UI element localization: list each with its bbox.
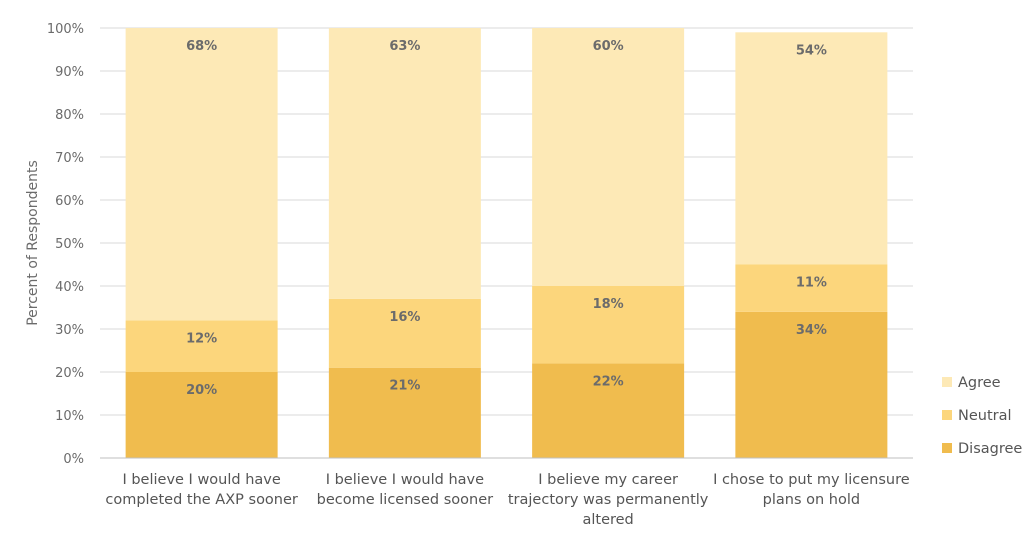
- bar-segment-agree: [532, 28, 685, 286]
- x-category-label: I believe I would have: [326, 472, 484, 488]
- y-tick-label: 0%: [63, 452, 84, 467]
- x-category-label: plans on hold: [763, 492, 860, 508]
- data-label: 12%: [186, 331, 217, 346]
- y-axis-title: Percent of Respondents: [25, 160, 41, 326]
- x-category-label: become licensed sooner: [317, 492, 493, 508]
- legend-label-agree: Agree: [958, 375, 1001, 391]
- bar-segment-agree: [125, 28, 278, 321]
- y-tick-label: 90%: [55, 65, 84, 80]
- x-category-label: I believe my career: [538, 472, 678, 488]
- x-category-label: trajectory was permanently: [508, 492, 709, 508]
- x-category-label: I believe I would have: [122, 472, 280, 488]
- data-label: 18%: [593, 297, 624, 312]
- data-label: 16%: [389, 310, 420, 325]
- legend-swatch-disagree: [942, 443, 952, 453]
- bar-segment-disagree: [532, 363, 685, 458]
- bar-segment-disagree: [328, 367, 481, 458]
- y-tick-label: 10%: [55, 409, 84, 424]
- data-label: 21%: [389, 379, 420, 394]
- y-tick-label: 30%: [55, 323, 84, 338]
- y-tick-label: 40%: [55, 280, 84, 295]
- bar-segment-disagree: [735, 311, 888, 458]
- data-label: 63%: [389, 39, 420, 54]
- y-tick-label: 100%: [47, 22, 84, 37]
- data-label: 11%: [796, 276, 827, 291]
- data-label: 68%: [186, 39, 217, 54]
- data-label: 60%: [593, 39, 624, 54]
- bar-segment-agree: [735, 32, 888, 265]
- legend-swatch-neutral: [942, 410, 952, 420]
- bar-segment-neutral: [735, 264, 888, 312]
- data-label: 54%: [796, 43, 827, 58]
- legend-label-disagree: Disagree: [958, 441, 1022, 457]
- bar-segment-neutral: [532, 286, 685, 364]
- bar-segment-neutral: [125, 320, 278, 372]
- legend-swatch-agree: [942, 377, 952, 387]
- data-label: 20%: [186, 383, 217, 398]
- bar-segment-agree: [328, 28, 481, 299]
- x-category-label: altered: [582, 512, 633, 528]
- y-tick-label: 20%: [55, 366, 84, 381]
- y-tick-label: 50%: [55, 237, 84, 252]
- bar-segment-neutral: [328, 298, 481, 368]
- x-category-label: I chose to put my licensure: [713, 472, 910, 488]
- data-label: 34%: [796, 323, 827, 338]
- legend-label-neutral: Neutral: [958, 408, 1012, 424]
- bar-segment-disagree: [125, 372, 278, 458]
- y-tick-label: 80%: [55, 108, 84, 123]
- y-tick-label: 70%: [55, 151, 84, 166]
- x-category-label: completed the AXP sooner: [105, 492, 298, 508]
- y-tick-label: 60%: [55, 194, 84, 209]
- data-label: 22%: [593, 374, 624, 389]
